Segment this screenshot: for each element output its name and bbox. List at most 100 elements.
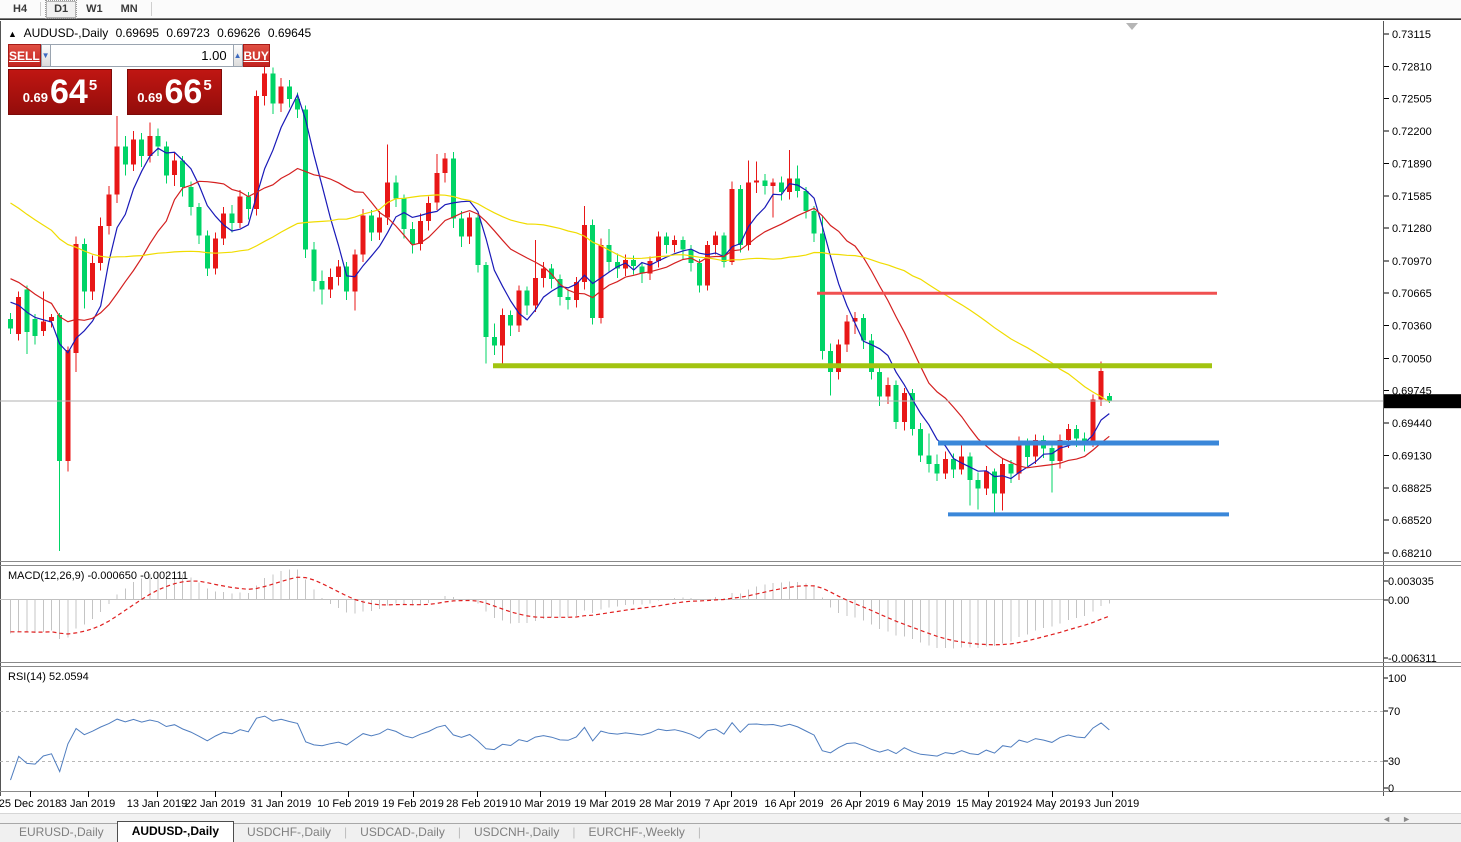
- date-tick-label: 25 Dec 2018: [0, 798, 62, 810]
- timeframe-button-h4[interactable]: H4: [13, 2, 28, 15]
- date-tick-label: 28 Feb 2019: [446, 798, 508, 810]
- ohlc-open: 0.69695: [115, 26, 160, 40]
- one-click-trading-panel: SELL ▼ ▲ BUY 0.69 64 5 0.69 66 5: [8, 44, 270, 115]
- macd-tick-label: 0.003035: [1388, 576, 1434, 588]
- chart-symbol-title: AUDUSD-,Daily: [23, 26, 109, 40]
- chart-canvas[interactable]: 0.696450.731150.728100.725050.722000.718…: [0, 20, 1461, 816]
- price-tick-label: 0.70050: [1392, 353, 1432, 365]
- price-tick-label: 0.73115: [1392, 29, 1431, 41]
- price-axis: 0.73115 0.72810 0.72505 0.72200 0.71890 0.715…: [1384, 29, 1432, 560]
- date-tick-label: 24 May 2019: [1020, 798, 1084, 810]
- date-tick-label: 19 Feb 2019: [382, 798, 444, 810]
- date-tick-label: 3 Jan 2019: [60, 798, 116, 810]
- tab-separator: |: [457, 825, 461, 839]
- horizontal-line-objects[interactable]: [493, 291, 1229, 517]
- date-tick-label: 28 Mar 2019: [639, 798, 701, 810]
- date-tick-label: 3 Jun 2019: [1084, 798, 1140, 810]
- last-price-value: 0.69645: [1390, 396, 1430, 408]
- tab-eurusd-daily[interactable]: EURUSD-,Daily: [19, 825, 104, 839]
- price-tick-label: 0.71890: [1392, 159, 1432, 171]
- rsi-tick-label: 100: [1388, 673, 1406, 685]
- moving-average-line: [10, 194, 1110, 403]
- date-tick-label: 6 May 2019: [893, 798, 951, 810]
- rsi-tick-label: 70: [1388, 706, 1400, 718]
- tab-usdchf-daily[interactable]: USDCHF-,Daily: [247, 825, 332, 839]
- sell-button[interactable]: SELL: [8, 44, 41, 67]
- moving-average-line: [10, 93, 1110, 480]
- date-tick-label: 13 Jan 2019: [126, 798, 188, 810]
- rsi-tick-label: 0: [1388, 783, 1394, 795]
- timeframe-button-w1[interactable]: W1: [86, 2, 103, 15]
- moving-average-line: [10, 167, 1110, 469]
- price-tick-label: 0.68210: [1392, 548, 1432, 560]
- ohlc-low: 0.69626: [217, 26, 261, 40]
- price-tick-label: 0.68520: [1392, 515, 1432, 527]
- rsi-axis: 100 70 30 0: [1384, 673, 1406, 795]
- buy-pips: 66: [164, 73, 203, 111]
- volume-input[interactable]: [50, 44, 233, 67]
- macd-tick-label: 0.00: [1388, 595, 1409, 607]
- price-tick-label: 0.70970: [1392, 256, 1432, 268]
- tab-separator: |: [697, 825, 702, 839]
- price-tick-label: 0.69130: [1392, 451, 1432, 463]
- rsi-line: [10, 715, 1110, 781]
- horizontal-scrollbar[interactable]: ◄ ►: [0, 813, 1461, 824]
- price-tick-label: 0.70665: [1392, 288, 1432, 300]
- chart-title-bar: ▲ AUDUSD-,Daily 0.69695 0.69723 0.69626 …: [8, 26, 315, 40]
- tab-eurchf-weekly[interactable]: EURCHF-,Weekly: [588, 825, 685, 839]
- macd-histogram: [10, 569, 1110, 649]
- sell-big-figure: 0.69: [22, 89, 49, 105]
- price-tick-label: 0.72505: [1392, 94, 1432, 106]
- price-tick-label: 0.70360: [1392, 321, 1432, 333]
- volume-decrease-button[interactable]: ▼: [40, 44, 51, 67]
- date-tick-label: 10 Feb 2019: [317, 798, 379, 810]
- price-tick-label: 0.69440: [1392, 418, 1432, 430]
- chart-window: 0.69645 0.73115 0.72810 0.72505 0.72200 0.718…: [0, 19, 1461, 816]
- price-tick-label: 0.69745: [1392, 386, 1432, 398]
- timeframe-toolbar: H4 D1 W1 MN: [0, 0, 1461, 19]
- date-tick-label: 31 Jan 2019: [250, 798, 312, 810]
- collapse-panel-icon[interactable]: ▲: [8, 29, 17, 39]
- volume-increase-button[interactable]: ▲: [232, 44, 243, 67]
- macd-label: MACD(12,26,9) -0.000650 -0.002111: [8, 570, 188, 582]
- tab-audusd-daily[interactable]: AUDUSD-,Daily: [116, 821, 235, 842]
- date-tick-label: 19 Mar 2019: [574, 798, 636, 810]
- last-price-badge: [1384, 394, 1461, 409]
- toolbar-separator: [150, 2, 152, 16]
- macd-axis: 0.003035 0.00 -0.006311: [1384, 576, 1437, 665]
- tab-separator: |: [572, 825, 576, 839]
- macd-signal-line: [10, 576, 1110, 646]
- buy-button[interactable]: BUY: [242, 44, 270, 67]
- chart-tab-bar: EURUSD-,Daily AUDUSD-,Daily USDCHF-,Daily |…: [0, 821, 1461, 842]
- chart-shift-marker-icon[interactable]: [1126, 23, 1138, 30]
- tab-usdcnh-daily[interactable]: USDCNH-,Daily: [473, 825, 560, 839]
- sell-price-button[interactable]: 0.69 64 5: [8, 69, 112, 115]
- macd-tick-label: -0.006311: [1388, 653, 1437, 665]
- price-tick-label: 0.68825: [1392, 483, 1432, 495]
- timeframe-button-d1[interactable]: D1: [45, 0, 78, 19]
- rsi-tick-label: 30: [1388, 756, 1400, 768]
- date-tick-label: 26 Apr 2019: [830, 798, 890, 810]
- date-tick-label: 10 Mar 2019: [509, 798, 571, 810]
- candles-layer: [8, 51, 1112, 551]
- price-tick-label: 0.72810: [1392, 61, 1432, 73]
- timeframe-button-mn[interactable]: MN: [120, 2, 138, 15]
- buy-pipette: 5: [203, 76, 212, 94]
- scroll-right-icon[interactable]: ►: [1402, 814, 1411, 824]
- date-tick-label: 16 Apr 2019: [764, 798, 824, 810]
- tab-separator: |: [344, 825, 348, 839]
- ohlc-high: 0.69723: [166, 26, 210, 40]
- ohlc-close: 0.69645: [267, 26, 312, 40]
- sell-pips: 64: [50, 73, 88, 111]
- date-tick-label: 22 Jan 2019: [184, 798, 246, 810]
- price-tick-label: 0.71280: [1392, 223, 1432, 235]
- date-tick-label: 15 May 2019: [956, 798, 1020, 810]
- tab-usdcad-daily[interactable]: USDCAD-,Daily: [360, 825, 445, 839]
- price-tick-label: 0.71585: [1392, 191, 1432, 203]
- buy-price-button[interactable]: 0.69 66 5: [126, 69, 222, 115]
- buy-big-figure: 0.69: [137, 89, 163, 105]
- scroll-left-icon[interactable]: ◄: [1382, 814, 1391, 824]
- date-tick-label: 7 Apr 2019: [704, 798, 758, 810]
- rsi-label: RSI(14) 52.0594: [8, 671, 89, 683]
